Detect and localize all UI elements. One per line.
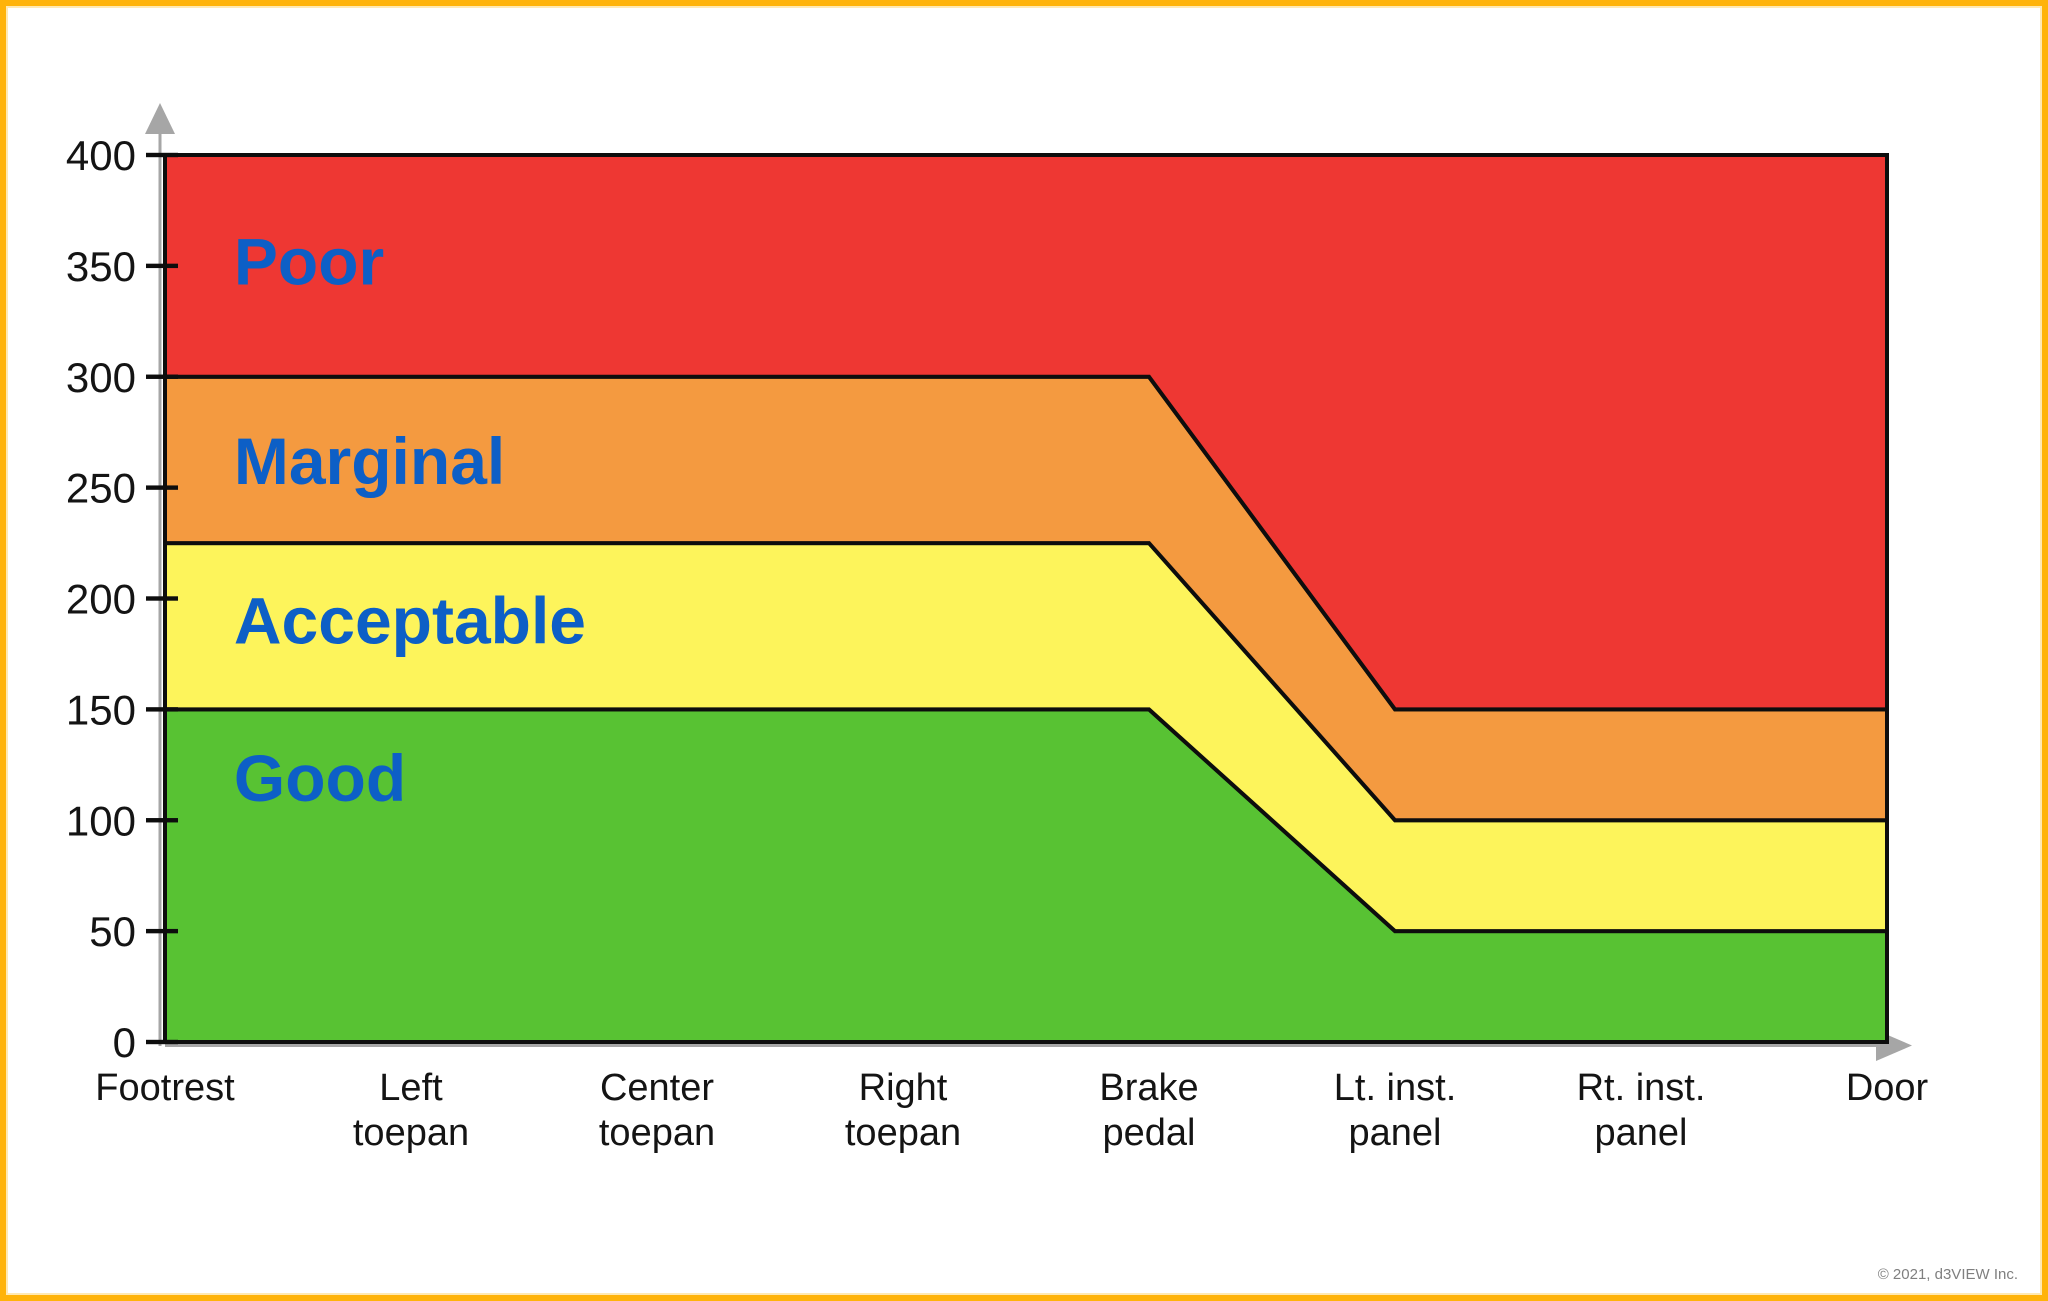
y-tick	[146, 818, 178, 823]
y-tick	[146, 596, 178, 601]
y-tick-label: 100	[66, 797, 136, 844]
y-tick-label: 400	[66, 132, 136, 179]
y-tick	[146, 374, 178, 379]
y-tick	[146, 1039, 178, 1045]
x-category-label: Footrest	[95, 1067, 235, 1109]
x-category-label: Brake pedal	[1099, 1067, 1198, 1154]
x-category-label: Center toepan	[599, 1067, 715, 1154]
band-label-poor: Poor	[234, 224, 384, 298]
copyright-text: © 2021, d3VIEW Inc.	[1877, 1266, 2018, 1283]
x-category-label: Door	[1846, 1067, 1929, 1109]
x-category-label: Left toepan	[353, 1067, 469, 1154]
y-tick-label: 0	[113, 1019, 136, 1066]
y-tick-label: 350	[66, 243, 136, 290]
band-label-acceptable: Acceptable	[234, 584, 586, 658]
y-tick-label: 50	[89, 908, 136, 955]
x-axis-line	[165, 1044, 1882, 1047]
x-category-label: Rt. inst. panel	[1577, 1067, 1706, 1154]
y-tick-label: 300	[66, 354, 136, 401]
y-tick-label: 250	[66, 465, 136, 512]
y-axis-line	[158, 130, 162, 1046]
y-tick	[146, 928, 178, 934]
y-tick	[146, 152, 178, 158]
y-tick	[146, 263, 178, 269]
y-tick	[146, 485, 178, 490]
y-tick	[146, 707, 178, 712]
band-label-marginal: Marginal	[234, 424, 505, 498]
y-axis-arrow-icon	[145, 103, 175, 134]
band-label-good: Good	[234, 741, 406, 815]
y-tick-label: 150	[66, 686, 136, 733]
y-tick-label: 200	[66, 576, 136, 623]
x-category-label: Lt. inst. panel	[1334, 1067, 1457, 1154]
x-category-label: Right toepan	[845, 1067, 961, 1154]
